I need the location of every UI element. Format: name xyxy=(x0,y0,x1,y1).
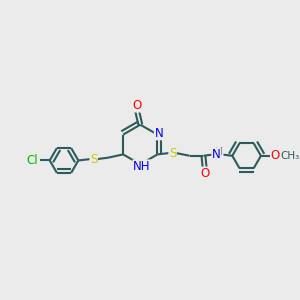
Text: NH: NH xyxy=(133,160,150,173)
Text: N: N xyxy=(212,148,221,161)
Text: O: O xyxy=(132,99,142,112)
Text: CH₃: CH₃ xyxy=(281,151,300,161)
Text: S: S xyxy=(90,153,98,166)
Text: N: N xyxy=(154,127,163,140)
Text: Cl: Cl xyxy=(27,154,38,167)
Text: S: S xyxy=(169,146,176,160)
Text: O: O xyxy=(200,167,209,180)
Text: H: H xyxy=(215,147,223,157)
Text: O: O xyxy=(271,149,280,162)
